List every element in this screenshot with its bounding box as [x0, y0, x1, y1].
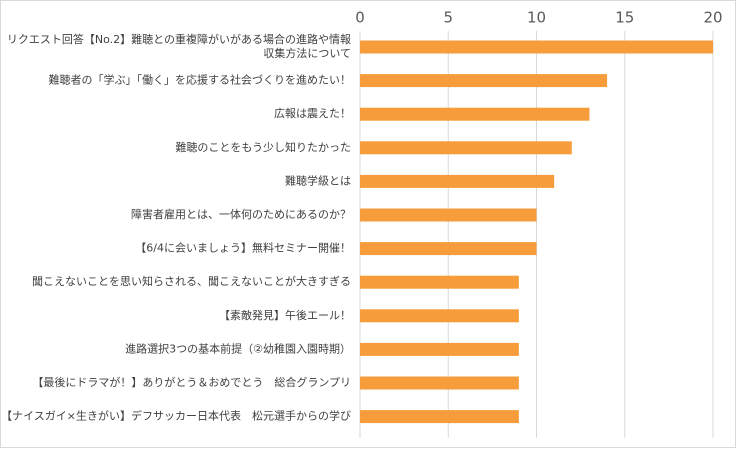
- category-label: 難聴のことをもう少し知りたかった: [175, 140, 351, 154]
- x-axis-ticks: 0 5 10 15 20: [355, 9, 722, 27]
- x-tick-label: 0: [355, 9, 365, 27]
- x-tick-label: 15: [615, 9, 634, 27]
- bar: [360, 275, 519, 289]
- bar: [360, 342, 519, 356]
- bar: [360, 40, 713, 54]
- category-label: 難聴者の「学ぶ」「働く」を応援する社会づくりを進めたい！: [49, 73, 352, 87]
- category-label: 【最後にドラマが！】ありがとう＆おめでとう 総合グランプリ: [32, 375, 351, 389]
- bar: [360, 107, 590, 121]
- x-tick-label: 5: [443, 9, 453, 27]
- category-label: 【素敵発見】午後エール！: [219, 308, 351, 322]
- bar: [360, 376, 519, 390]
- grid-lines: [359, 31, 714, 438]
- bar: [360, 74, 608, 88]
- category-label: 【6/4に会いましょう】無料セミナー開催！: [135, 241, 351, 255]
- category-label: 【ナイスガイ×生きがい】デフサッカー日本代表 松元選手からの学び: [1, 409, 351, 423]
- category-label: 広報は震えた！: [274, 107, 351, 120]
- category-labels: リクエスト回答【No.2】難聴との重複障がいがある場合の進路や情報収集方法につい…: [1, 32, 351, 423]
- bar: [360, 208, 537, 222]
- bar: [360, 141, 572, 155]
- bar: [360, 174, 555, 188]
- bar: [360, 242, 537, 256]
- category-label: 収集方法について: [263, 46, 351, 60]
- category-label: 難聴学級とは: [285, 173, 351, 187]
- category-label: 障害者雇用とは、一体何のためにあるのか？: [131, 207, 351, 221]
- x-tick-label: 10: [527, 9, 546, 27]
- bar: [360, 309, 519, 323]
- bar: [360, 410, 519, 424]
- category-label: 進路選択3つの基本前提（②幼稚園入園時期）: [125, 341, 351, 355]
- bars: [360, 40, 713, 424]
- category-label: リクエスト回答【No.2】難聴との重複障がいがある場合の進路や情報: [7, 32, 351, 46]
- x-tick-label: 20: [703, 9, 722, 27]
- category-label: 聞こえないことを思い知らされる、聞こえないことが大きすぎる: [32, 274, 351, 288]
